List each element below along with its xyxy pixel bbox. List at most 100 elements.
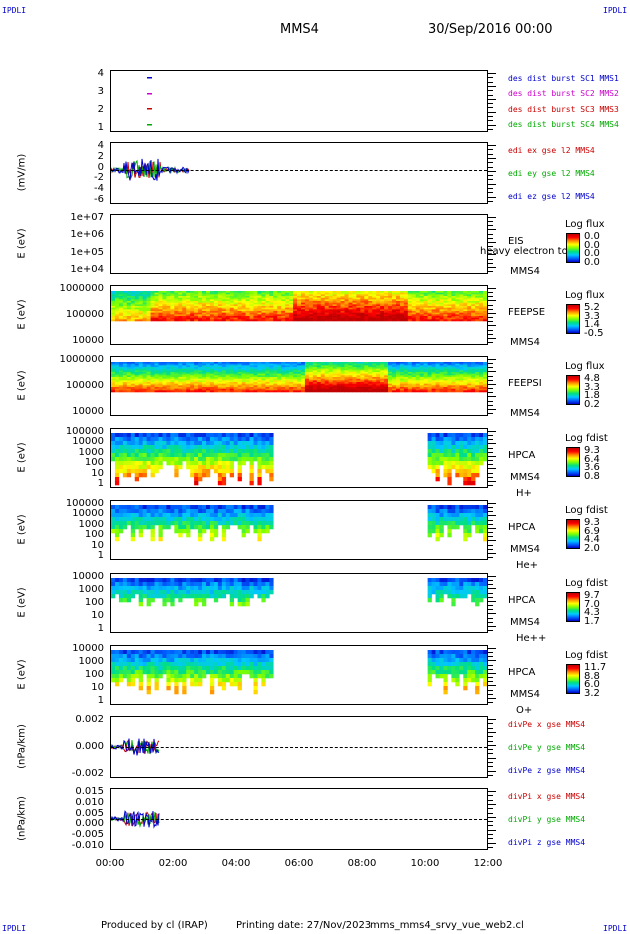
spectrogram-cell (439, 505, 444, 510)
spectrogram-cell (241, 441, 246, 446)
spectrogram-cell (376, 307, 381, 310)
spectrogram-cell (423, 383, 428, 386)
spectrogram-cell (407, 387, 413, 389)
spectrogram-cell (439, 302, 444, 305)
spectrogram-cell (194, 296, 199, 298)
spectrogram-cell (114, 533, 120, 538)
spectrogram-cell (178, 590, 183, 595)
spectrogram-cell (308, 304, 314, 307)
spectrogram-cell (467, 509, 472, 514)
spectrogram-cell (304, 316, 310, 318)
legend-entry: des dist burst SC4 MMS4 (508, 120, 619, 129)
spectrogram-cell (111, 449, 116, 454)
spectrogram-cell (237, 304, 242, 307)
spectrogram-cell (142, 380, 147, 383)
spectrogram-cell (467, 517, 472, 522)
spectrogram-cell (356, 309, 361, 312)
spectrogram-cell (297, 370, 302, 373)
spectrogram-cell (281, 367, 286, 369)
spectrogram-cell (154, 521, 159, 526)
spectrogram-cell (202, 375, 207, 378)
spectrogram-cell (439, 529, 444, 534)
spectrogram-cell (166, 362, 171, 364)
spectrogram-cell (471, 316, 476, 318)
spectrogram-cell (285, 292, 290, 295)
spectrogram-cell (150, 363, 155, 366)
spectrogram-cell (380, 304, 385, 307)
spectrogram-cell (479, 311, 484, 313)
spectrogram-cell (316, 377, 322, 379)
spectrogram-cell (483, 525, 487, 530)
spectrogram-cell (154, 505, 159, 510)
spectrogram-cell (297, 385, 302, 388)
spectrogram-cell (467, 370, 472, 373)
spectrogram-cell (289, 385, 294, 388)
spectrogram-cell (312, 311, 318, 313)
spectrogram-cell (233, 383, 238, 386)
spectrogram-cell (483, 445, 487, 450)
spectrogram-cell (209, 297, 215, 300)
spectrogram-cell (388, 304, 393, 307)
spectrogram-cell (293, 378, 298, 381)
spectrogram-cell (419, 292, 424, 295)
spectrogram-cell (392, 319, 397, 322)
spectrogram-cell (130, 449, 136, 454)
spectrogram-cell (447, 372, 452, 374)
axis-tick (488, 431, 496, 432)
spectrogram-cell (126, 582, 132, 587)
spectrogram-cell (198, 362, 203, 364)
spectrogram-cell (328, 375, 333, 378)
spectrogram-cell (154, 383, 159, 386)
spectrogram-cell (364, 304, 369, 307)
spectrogram-cell (190, 517, 195, 522)
spectrogram-cell (423, 380, 428, 383)
spectrogram-cell (237, 377, 242, 379)
spectrogram-cell (142, 312, 147, 315)
spectrogram-cell (447, 365, 452, 368)
spectrogram-cell (114, 299, 120, 302)
spectrogram-cell (146, 382, 151, 384)
spectrogram-cell (376, 363, 381, 366)
spectrogram-cell (209, 387, 215, 389)
colorbar-value: 4.4 (584, 534, 600, 545)
spectrogram-cell (451, 387, 456, 389)
spectrogram-cell (217, 586, 223, 591)
axis-tick (488, 363, 493, 365)
spectrogram-cell (431, 316, 436, 318)
spectrogram-cell (202, 437, 207, 442)
spectrogram-cell (364, 311, 369, 313)
spectrogram-cell (170, 301, 175, 303)
spectrogram-cell (114, 682, 120, 687)
spectrogram-cell (122, 674, 128, 679)
spectrogram-cell (154, 294, 159, 297)
spectrogram-cell (289, 311, 294, 313)
spectrogram-cell (300, 297, 306, 300)
spectrogram-cell (392, 299, 397, 302)
spectrogram-cell (205, 457, 211, 462)
spectrogram-cell (150, 312, 155, 315)
spectrogram-cell (395, 299, 401, 302)
spectrogram-cell (423, 365, 428, 368)
spectrogram-cell (455, 388, 460, 391)
spectrogram-cell (297, 375, 302, 378)
spectrogram-cell (479, 461, 484, 466)
spectrogram-cell (459, 441, 464, 446)
spectrogram-cell (190, 367, 195, 369)
y-tick-label: 1 (97, 623, 104, 634)
spectrogram-cell (221, 307, 227, 310)
spectrogram-cell (245, 513, 250, 518)
spectrogram-cell (435, 319, 440, 322)
spectrogram-cell (443, 368, 448, 371)
spectrogram-cell (407, 385, 413, 388)
spectrogram-cell (320, 388, 326, 391)
spectrogram-cell (336, 291, 341, 293)
spectrogram-cell (225, 312, 231, 315)
spectrogram-cell (122, 307, 128, 310)
axis-tick (488, 515, 496, 517)
spectrogram-cell (285, 373, 290, 376)
spectrogram-cell (205, 306, 211, 308)
spectrogram-cell (324, 306, 329, 308)
spectrogram-cell (142, 445, 147, 450)
spectrogram-cell (178, 529, 183, 534)
spectrogram-cell (352, 299, 357, 302)
